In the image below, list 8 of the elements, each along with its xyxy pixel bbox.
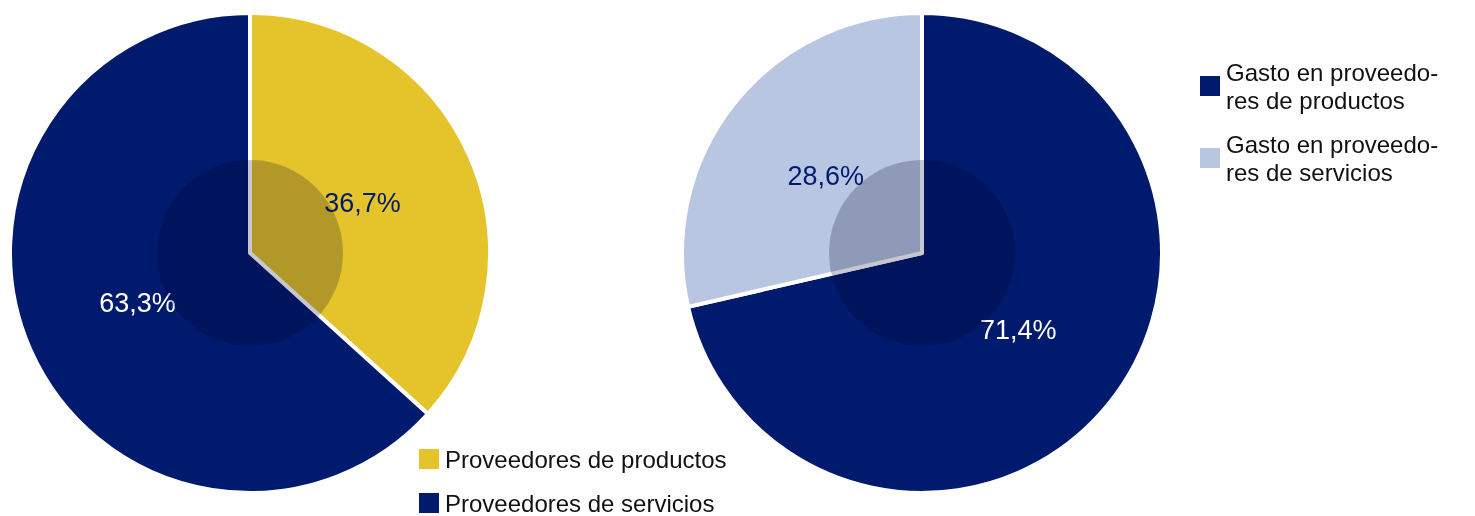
data-label: 71,4% <box>979 314 1057 345</box>
legend-label: Gasto en proveedo- res de servicios <box>1226 130 1445 186</box>
legend-label: Proveedores de servicios <box>445 489 715 516</box>
legend-label: Proveedores de productos <box>445 445 727 473</box>
data-label: 36,7% <box>324 188 401 219</box>
data-label: 63,3% <box>99 287 176 318</box>
data-label: 28,6% <box>787 161 865 192</box>
legend-label: Gasto en proveedo- res de productos <box>1226 58 1445 114</box>
